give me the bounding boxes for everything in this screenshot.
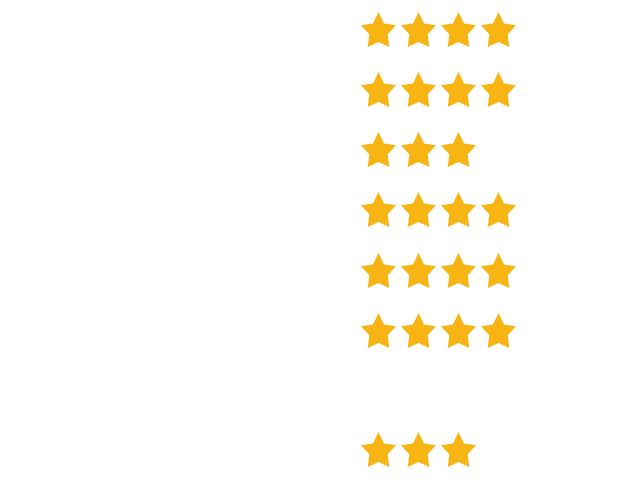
star-icon (441, 192, 476, 227)
star-icon (361, 432, 396, 467)
star-rating-row (361, 72, 516, 108)
star-rating-row (361, 12, 516, 48)
star-icon (441, 313, 476, 348)
star-icon (361, 12, 396, 47)
star-icon (361, 132, 396, 167)
star-icon (401, 72, 436, 107)
star-rating-row (361, 192, 516, 228)
star-rating-row (361, 132, 476, 168)
star-icon (401, 313, 436, 348)
star-icon (481, 12, 516, 47)
star-icon (401, 192, 436, 227)
star-icon (481, 253, 516, 288)
star-icon (361, 313, 396, 348)
star-icon (441, 432, 476, 467)
star-rating-row (361, 313, 516, 349)
star-icon (441, 72, 476, 107)
star-icon (361, 72, 396, 107)
star-icon (441, 12, 476, 47)
star-icon (481, 72, 516, 107)
star-icon (481, 313, 516, 348)
star-icon (441, 132, 476, 167)
star-icon (361, 192, 396, 227)
star-icon (481, 192, 516, 227)
star-icon (361, 253, 396, 288)
star-icon (401, 432, 436, 467)
star-rating-row (361, 253, 516, 289)
star-icon (401, 132, 436, 167)
star-icon (401, 12, 436, 47)
star-icon (401, 253, 436, 288)
star-icon (441, 253, 476, 288)
star-rating-row (361, 432, 476, 468)
